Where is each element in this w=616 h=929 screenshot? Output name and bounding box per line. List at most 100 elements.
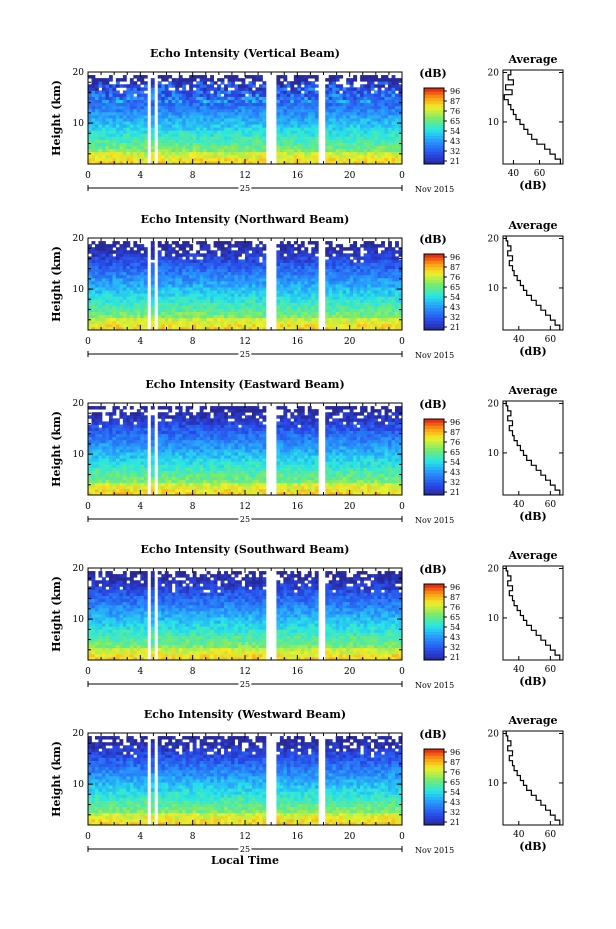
heatmap-cell: [126, 154, 131, 159]
heatmap-cell: [276, 160, 281, 165]
heatmap-cell: [349, 296, 354, 300]
heatmap-cell: [307, 142, 312, 146]
heatmap-cell: [335, 277, 340, 282]
heatmap-cell: [304, 87, 309, 91]
heatmap-cell: [398, 253, 403, 257]
heatmap-cell: [290, 244, 295, 248]
heatmap-cell: [126, 151, 131, 156]
heatmap-cell: [251, 75, 256, 79]
heatmap-cell: [150, 130, 155, 134]
heatmap-cell: [115, 84, 120, 88]
heatmap-cell: [185, 157, 190, 162]
heatmap-cell: [164, 124, 169, 128]
heatmap-cell: [339, 271, 344, 276]
heatmap-cell: [307, 105, 312, 110]
heatmap-cell: [360, 133, 365, 137]
heatmap-cell: [374, 90, 378, 94]
heatmap-cell: [231, 157, 235, 162]
heatmap-cell: [395, 277, 399, 282]
heatmap-cell: [262, 299, 267, 303]
heatmap-cell: [88, 244, 92, 248]
heatmap-cell: [150, 121, 155, 125]
heatmap-cell: [304, 247, 309, 251]
heatmap-cell: [377, 317, 382, 322]
heatmap-cell: [133, 130, 138, 134]
heatmap-cell: [182, 259, 187, 263]
heatmap-cell: [178, 102, 183, 107]
heatmap-cell: [356, 247, 361, 251]
heatmap-cell: [238, 87, 242, 91]
heatmap-cell: [328, 87, 333, 91]
heatmap-cell: [248, 133, 253, 137]
heatmap-cell: [210, 148, 214, 153]
heatmap-cell: [245, 265, 249, 270]
heatmap-cell: [231, 271, 235, 276]
heatmap-cell: [398, 284, 403, 288]
heatmap-cell: [101, 250, 106, 254]
heatmap-cell: [374, 139, 378, 143]
heatmap-cell: [328, 151, 333, 156]
heatmap-cell: [105, 287, 110, 291]
heatmap-cell: [203, 274, 208, 279]
heatmap-cell: [143, 284, 148, 288]
heatmap-cell: [349, 157, 354, 162]
heatmap-cell: [133, 299, 138, 303]
heatmap-cell: [119, 268, 124, 273]
heatmap-cell: [297, 250, 302, 254]
heatmap-cell: [346, 314, 351, 319]
heatmap-cell: [245, 75, 249, 79]
heatmap-cell: [157, 308, 162, 312]
heatmap-cell: [325, 284, 330, 288]
heatmap-cell: [391, 305, 396, 309]
heatmap-cell: [262, 87, 267, 91]
heatmap-cell: [150, 84, 155, 88]
heatmap-cell: [94, 148, 99, 153]
heatmap-cell: [307, 81, 312, 85]
heatmap-cell: [353, 271, 358, 276]
heatmap-cell: [206, 284, 211, 288]
heatmap-cell: [213, 99, 218, 104]
heatmap-cell: [276, 93, 281, 97]
heatmap-cell: [248, 118, 253, 122]
heatmap-cell: [398, 160, 403, 165]
heatmap-cell: [94, 308, 99, 312]
heatmap-cell: [346, 280, 351, 285]
heatmap-cell: [182, 271, 187, 276]
heatmap-cell: [388, 87, 392, 91]
heatmap-cell: [307, 274, 312, 279]
heatmap-cell: [224, 280, 228, 285]
heatmap-cell: [304, 130, 309, 134]
heatmap-cell: [398, 157, 403, 162]
heatmap-cell: [307, 302, 312, 306]
heatmap-cell: [101, 244, 106, 248]
heatmap-cell: [245, 105, 249, 110]
heatmap-cell: [314, 148, 319, 153]
heatmap-cell: [210, 296, 214, 300]
heatmap-cell: [108, 326, 113, 331]
x-tick-label: 4: [137, 337, 143, 347]
heatmap-cell: [133, 108, 138, 113]
heatmap-cell: [224, 308, 228, 312]
heatmap-cell: [238, 108, 242, 113]
heatmap-cell: [363, 253, 368, 257]
heatmap-cell: [175, 81, 180, 85]
heatmap-cell: [182, 317, 187, 322]
heatmap-cell: [342, 290, 347, 294]
heatmap-cell: [388, 145, 392, 150]
heatmap-cell: [164, 93, 169, 97]
heatmap-cell: [311, 314, 316, 319]
heatmap-cell: [178, 139, 183, 143]
heatmap-cell: [175, 157, 180, 162]
heatmap-cell: [105, 293, 110, 297]
heatmap-cell: [356, 121, 361, 125]
heatmap-cell: [290, 293, 295, 297]
heatmap-cell: [388, 274, 392, 279]
heatmap-cell: [175, 130, 180, 134]
heatmap-cell: [112, 151, 117, 156]
heatmap-cell: [262, 280, 267, 285]
heatmap-cell: [98, 160, 103, 165]
heatmap-cell: [164, 111, 169, 116]
heatmap-cell: [161, 323, 166, 328]
heatmap-cell: [367, 308, 371, 312]
heatmap-cell: [339, 293, 344, 297]
